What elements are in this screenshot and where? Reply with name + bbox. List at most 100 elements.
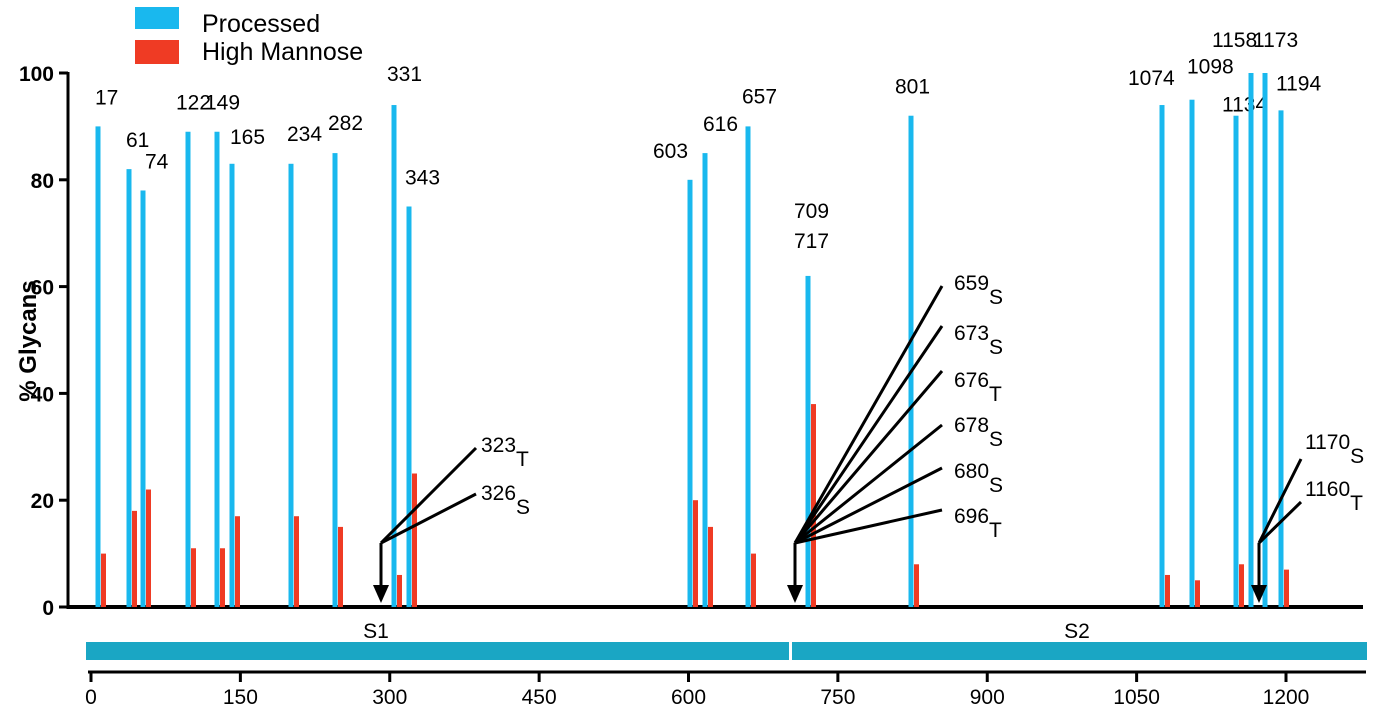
site-label-61: 61 (126, 129, 149, 152)
site-label-709-717-0: 709 (794, 200, 829, 223)
site-label-1194: 1194 (1276, 72, 1321, 95)
annotation-label-sub-696: T (989, 519, 1002, 542)
bar-processed-1098 (1189, 99, 1195, 607)
annotation-1-leader-0 (793, 285, 944, 544)
bar-high-mannose-122 (191, 548, 196, 607)
site-label-801: 801 (895, 76, 930, 99)
x-tick-label-150: 150 (223, 686, 258, 709)
site-label-616: 616 (703, 113, 738, 136)
site-label-709-717-1: 717 (794, 230, 829, 253)
bar-high-mannose-657 (751, 553, 756, 607)
x-tick-label-900: 900 (970, 686, 1005, 709)
site-label-17: 17 (95, 86, 118, 109)
y-tick-label-20: 20 (31, 490, 54, 513)
annotation-label-number-1170: 1170 (1305, 431, 1350, 454)
site-label-1134: 1134 (1222, 94, 1267, 117)
annotation-2-leader-1 (1257, 500, 1303, 545)
bar-high-mannose-1098 (1195, 580, 1200, 607)
bar-processed-657 (745, 126, 751, 608)
annotation-label-number-326: 326 (481, 482, 516, 505)
site-label-1098: 1098 (1187, 56, 1234, 79)
annotation-label-sub-676: T (989, 383, 1002, 406)
region-label-S2: S2 (1064, 620, 1090, 643)
bar-processed-801 (908, 115, 914, 607)
annotation-label-number-678: 678 (954, 414, 989, 437)
annotation-label-sub-1170: S (1350, 445, 1364, 468)
annotation-0-arrowhead (373, 585, 389, 603)
bar-processed-61 (126, 169, 132, 607)
annotation-label-659: 659S (954, 272, 1003, 309)
y-tick-label-40: 40 (31, 383, 54, 406)
site-label-1173: 1173 (1253, 29, 1298, 52)
site-label-603: 603 (653, 140, 688, 163)
y-tick-label-80: 80 (31, 170, 54, 193)
y-axis-title: % Glycans (15, 280, 42, 401)
bar-processed-1158 (1248, 73, 1254, 607)
annotation-0-leader-1 (380, 492, 477, 545)
annotation-2-leader-0 (1257, 458, 1303, 544)
legend-label-processed: Processed (202, 10, 320, 38)
annotation-label-sub-659: S (989, 286, 1003, 309)
annotation-1-arrowhead (787, 585, 803, 603)
legend-swatch-processed (135, 7, 179, 29)
site-label-1074: 1074 (1128, 67, 1175, 90)
annotation-label-696: 696T (954, 505, 1002, 542)
annotation-label-number-673: 673 (954, 322, 989, 345)
annotation-label-sub-673: S (989, 336, 1003, 359)
bar-processed-17 (95, 126, 101, 608)
annotation-label-number-696: 696 (954, 505, 989, 528)
x-tick-label-300: 300 (372, 686, 407, 709)
x-tick-label-1200: 1200 (1263, 686, 1310, 709)
annotation-label-680: 680S (954, 460, 1003, 497)
bar-high-mannose-61 (132, 510, 137, 607)
bar-processed-74 (140, 190, 146, 608)
bar-high-mannose-1074 (1165, 574, 1170, 607)
x-tick-label-1050: 1050 (1113, 686, 1160, 709)
annotation-label-326: 326S (481, 482, 530, 519)
site-label-331: 331 (387, 63, 422, 86)
annotation-label-number-659: 659 (954, 272, 989, 295)
annotation-label-sub-323: T (516, 448, 529, 471)
annotation-0-leader-0 (379, 446, 478, 545)
annotation-1-leader-3 (794, 423, 943, 545)
region-label-S1: S1 (363, 620, 389, 643)
x-tick-label-450: 450 (522, 686, 557, 709)
bar-processed-603 (687, 179, 693, 608)
y-tick-label-100: 100 (19, 63, 54, 86)
annotation-label-323: 323T (481, 434, 529, 471)
bar-processed-234 (288, 163, 294, 607)
annotation-label-sub-678: S (989, 428, 1003, 451)
bar-high-mannose-282 (338, 526, 343, 607)
annotation-label-676: 676T (954, 369, 1002, 406)
y-tick-label-0: 0 (42, 597, 54, 620)
site-label-282: 282 (328, 112, 363, 135)
legend: Processed High Mannose (135, 7, 363, 66)
bar-processed-1074 (1159, 105, 1165, 607)
annotation-label-number-680: 680 (954, 460, 989, 483)
site-label-343: 343 (405, 167, 440, 190)
site-label-1158: 1158 (1212, 29, 1257, 52)
site-label-149: 149 (205, 92, 240, 115)
annotation-2-arrowhead (1251, 585, 1267, 603)
annotation-label-sub-326: S (516, 496, 530, 519)
bar-processed-122 (185, 131, 191, 608)
site-label-165: 165 (230, 126, 265, 149)
legend-label-high-mannose: High Mannose (202, 38, 363, 66)
bar-high-mannose-616 (708, 526, 713, 607)
bar-high-mannose-343 (412, 473, 417, 607)
bar-processed-1173 (1262, 73, 1268, 607)
bar-high-mannose-74 (146, 489, 151, 607)
site-label-74: 74 (145, 150, 169, 173)
bar-high-mannose-331 (397, 574, 402, 607)
annotation-label-number-676: 676 (954, 369, 989, 392)
annotation-label-1170: 1170S (1305, 431, 1364, 468)
annotation-1-leader-2 (793, 370, 944, 544)
bar-processed-1194 (1278, 110, 1284, 607)
annotation-label-number-1160: 1160 (1305, 478, 1350, 501)
bar-high-mannose-603 (693, 500, 698, 607)
site-label-657: 657 (742, 85, 777, 108)
region-bar-S1 (86, 642, 789, 660)
